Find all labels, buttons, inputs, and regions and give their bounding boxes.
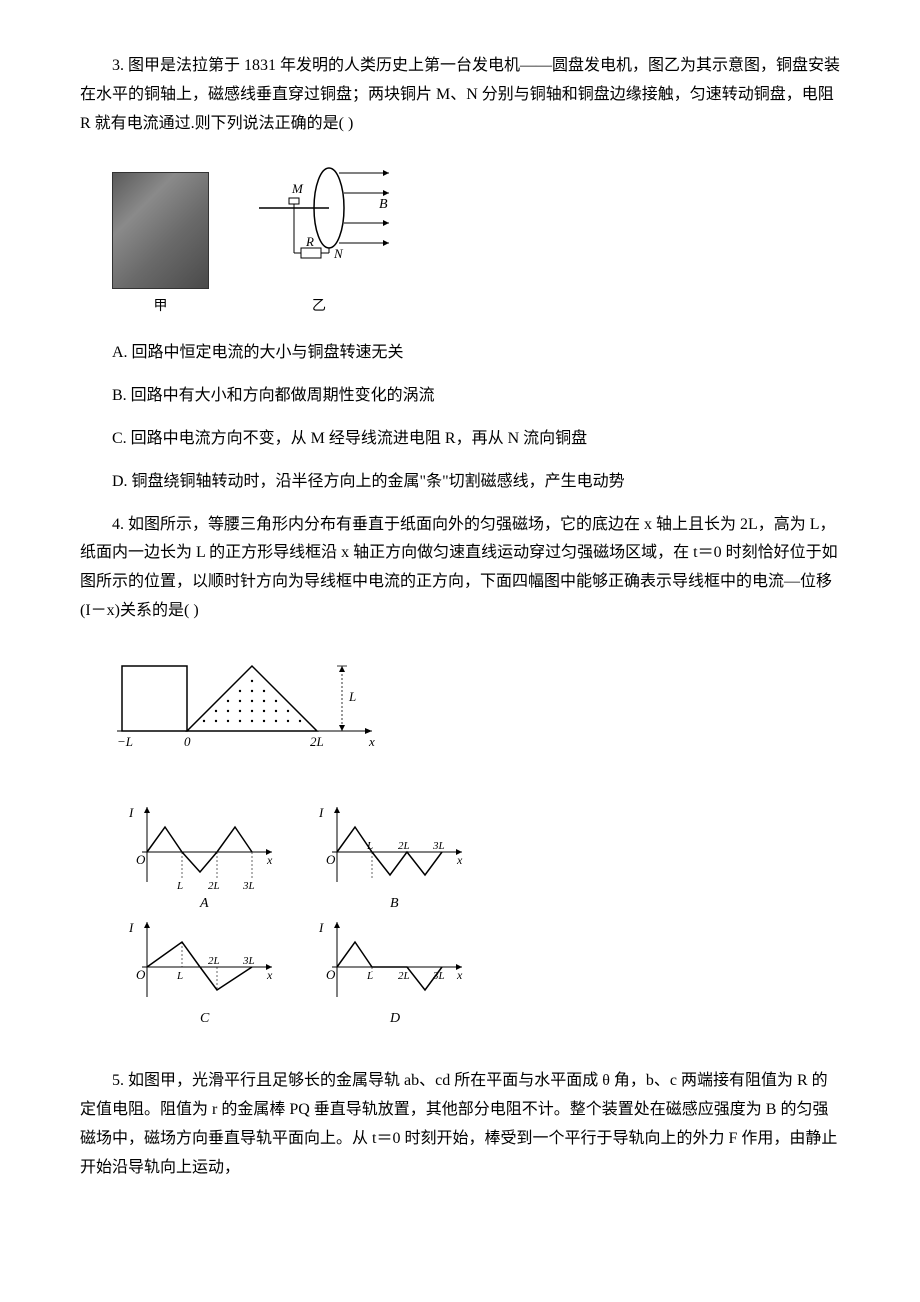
svg-text:2L: 2L (310, 734, 324, 749)
svg-text:x: x (368, 734, 375, 749)
q3-photo (112, 172, 209, 289)
q4-figure-main: L −L 0 2L x (112, 646, 840, 777)
svg-text:O: O (136, 967, 146, 982)
svg-text:L: L (176, 970, 183, 982)
svg-text:O: O (326, 852, 336, 867)
svg-text:x: x (266, 968, 273, 982)
q3-photo-block: 甲 (112, 172, 209, 319)
svg-text:L: L (366, 840, 373, 852)
svg-text:A: A (199, 896, 209, 911)
q3-option-b: B. 回路中有大小和方向都做周期性变化的涡流 (80, 382, 840, 411)
svg-text:3L: 3L (242, 955, 255, 967)
q3-option-d: D. 铜盘绕铜轴转动时，沿半径方向上的金属"条"切割磁感线，产生电动势 (80, 468, 840, 497)
svg-text:B: B (390, 896, 399, 911)
svg-text:C: C (200, 1011, 210, 1026)
svg-text:2L: 2L (398, 840, 410, 852)
q3-photo-label: 甲 (112, 294, 209, 319)
svg-text:3L: 3L (432, 970, 445, 982)
svg-text:3L: 3L (432, 840, 445, 852)
svg-text:R: R (305, 234, 314, 249)
q3-text: 3. 图甲是法拉第于 1831 年发明的人类历史上第一台发电机——圆盘发电机，图… (80, 52, 840, 138)
q3-option-a: A. 回路中恒定电流的大小与铜盘转速无关 (80, 339, 840, 368)
q3-schematic-label: 乙 (239, 294, 399, 319)
svg-text:D: D (389, 1011, 400, 1026)
q3-figure: 甲 M B N (112, 158, 840, 319)
svg-text:I: I (318, 805, 324, 820)
svg-text:x: x (456, 853, 463, 867)
svg-text:I: I (318, 920, 324, 935)
svg-text:−L: −L (117, 734, 133, 749)
svg-text:0: 0 (184, 734, 191, 749)
svg-text:O: O (326, 967, 336, 982)
svg-text:2L: 2L (208, 880, 220, 892)
q4-main-svg: L −L 0 2L x (112, 646, 392, 766)
svg-text:M: M (291, 181, 304, 196)
q4-graphs: I O x L 2L 3L A I O x L 2L 3L (112, 797, 840, 1048)
svg-text:L: L (348, 689, 356, 704)
svg-text:2L: 2L (208, 955, 220, 967)
svg-text:x: x (456, 968, 463, 982)
svg-text:2L: 2L (398, 970, 410, 982)
svg-text:x: x (266, 853, 273, 867)
svg-text:I: I (128, 920, 134, 935)
q3-option-c: C. 回路中电流方向不变，从 M 经导线流进电阻 R，再从 N 流向铜盘 (80, 425, 840, 454)
svg-text:L: L (176, 880, 183, 892)
svg-text:O: O (136, 852, 146, 867)
q4-text: 4. 如图所示，等腰三角形内分布有垂直于纸面向外的匀强磁场，它的底边在 x 轴上… (80, 511, 840, 626)
svg-text:L: L (366, 970, 373, 982)
svg-text:I: I (128, 805, 134, 820)
q3-schematic-block: M B N R 乙 (239, 158, 399, 319)
svg-text:B: B (379, 197, 388, 212)
q3-schematic-svg: M B N R (239, 158, 399, 278)
svg-text:3L: 3L (242, 880, 255, 892)
q4-graphs-svg: I O x L 2L 3L A I O x L 2L 3L (112, 797, 492, 1037)
q5-text: 5. 如图甲，光滑平行且足够长的金属导轨 ab、cd 所在平面与水平面成 θ 角… (80, 1067, 840, 1182)
svg-text:N: N (333, 246, 344, 261)
